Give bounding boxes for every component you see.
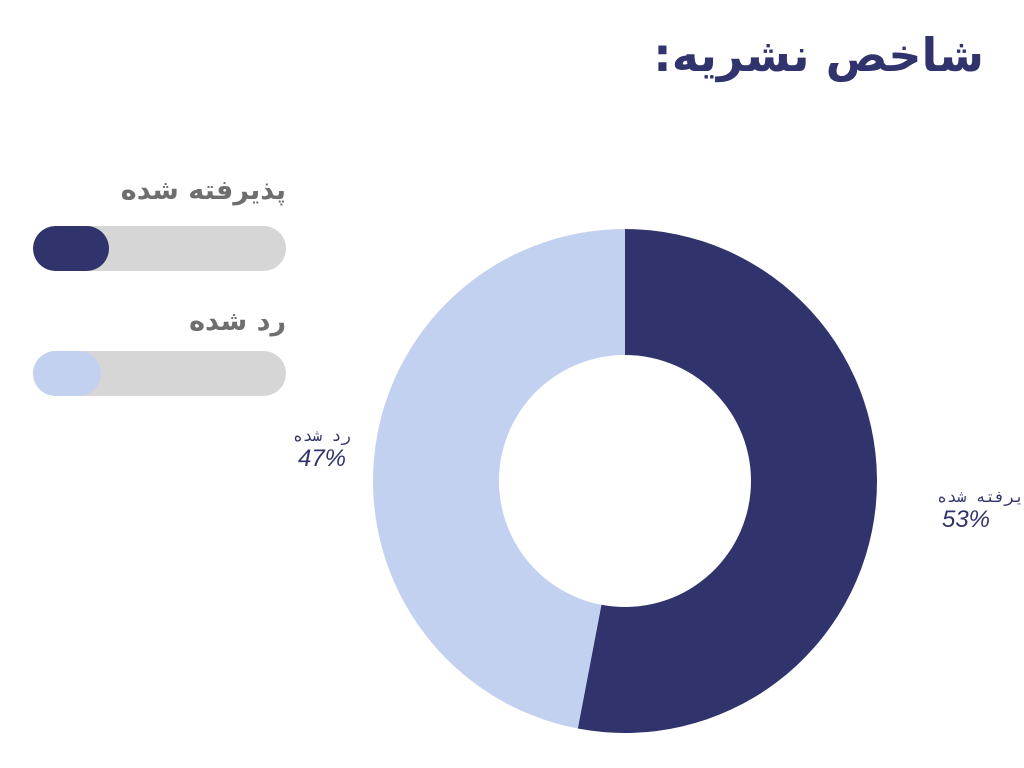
donut-slice-rejected — [373, 229, 625, 729]
legend-label-rejected: رد شده — [189, 306, 286, 337]
legend-label-accepted: پذیرفته شده — [120, 175, 286, 206]
page-title: شاخص نشریه: — [653, 28, 984, 82]
slice-label-accepted-name: یرفته شده — [937, 487, 1024, 506]
slice-label-rejected: رد شده 47% — [282, 426, 362, 473]
donut-slice-accepted — [577, 229, 877, 733]
legend-bar-rejected — [33, 351, 286, 396]
slice-label-rejected-value: 47% — [297, 445, 347, 472]
legend-bar-accepted — [33, 226, 286, 271]
slice-label-rejected-name: رد شده — [293, 426, 351, 445]
legend-bar-fill-accepted — [33, 226, 110, 271]
slice-label-accepted: یرفته شده 53% — [888, 487, 1024, 534]
slice-label-accepted-value: 53% — [941, 506, 991, 533]
legend-bar-fill-rejected — [33, 351, 101, 396]
